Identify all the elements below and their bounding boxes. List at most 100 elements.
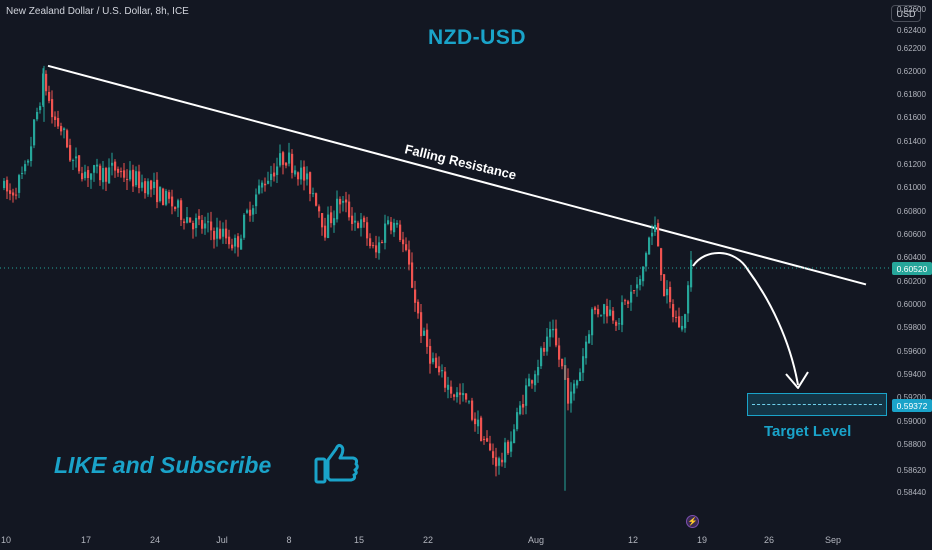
- candle-body: [576, 380, 579, 386]
- candle-body: [495, 457, 498, 467]
- candle-body: [690, 259, 693, 288]
- time-tick: 10: [0, 535, 12, 545]
- candle-body: [672, 304, 675, 318]
- candle-body: [267, 180, 270, 184]
- candle-body: [438, 366, 441, 373]
- candle-body: [30, 146, 33, 161]
- candle-body: [276, 166, 279, 176]
- candle-body: [384, 223, 387, 243]
- candle-body: [297, 172, 300, 180]
- candle-body: [306, 173, 309, 180]
- candle-body: [612, 310, 615, 321]
- candle-body: [432, 358, 435, 363]
- candle-body: [618, 323, 621, 325]
- candle-body: [189, 217, 192, 223]
- candle-body: [414, 289, 417, 303]
- candle-body: [261, 182, 264, 188]
- candle-body: [513, 429, 516, 444]
- candle-body: [270, 173, 273, 180]
- price-tick: 0.62000: [897, 67, 926, 76]
- candle-body: [345, 199, 348, 203]
- target-price-badge: 0.59372: [892, 399, 932, 412]
- candle-body: [447, 384, 450, 390]
- candle-body: [525, 385, 528, 406]
- lightning-icon[interactable]: ⚡: [686, 515, 699, 528]
- candle-body: [102, 168, 105, 183]
- candle-body: [339, 198, 342, 205]
- candle-body: [177, 200, 180, 208]
- candle-body: [372, 245, 375, 247]
- price-tick: 0.61600: [897, 113, 926, 122]
- candle-body: [519, 405, 522, 415]
- candle-body: [633, 290, 636, 292]
- candle-body: [462, 393, 465, 396]
- candle-body: [468, 401, 471, 403]
- candle-body: [594, 307, 597, 310]
- candle-body: [237, 236, 240, 248]
- price-tick: 0.60800: [897, 207, 926, 216]
- candle-body: [624, 300, 627, 302]
- current-price-badge: 0.60520: [892, 262, 932, 275]
- time-tick: 17: [80, 535, 92, 545]
- candle-body: [558, 345, 561, 360]
- candle-body: [123, 170, 126, 178]
- candle-body: [36, 111, 39, 120]
- candle-body: [216, 227, 219, 239]
- candle-body: [399, 224, 402, 240]
- price-axis[interactable]: 0.62600 0.62400 0.62200 0.62000 0.61800 0.616…: [891, 0, 932, 550]
- candle-body: [66, 130, 69, 148]
- candle-body: [198, 215, 201, 220]
- candle-body: [300, 167, 303, 180]
- candle-body: [441, 370, 444, 372]
- candle-body: [534, 374, 537, 386]
- candle-body: [585, 341, 588, 359]
- time-tick: 26: [763, 535, 775, 545]
- candle-body: [108, 167, 111, 184]
- price-tick: 0.60000: [897, 300, 926, 309]
- candle-body: [63, 128, 66, 131]
- candle-body: [663, 274, 666, 297]
- candle-body: [90, 173, 93, 180]
- candle-body: [255, 194, 258, 207]
- candle-body: [219, 228, 222, 239]
- arrow-head-icon: [785, 371, 809, 389]
- candle-body: [369, 238, 372, 247]
- candle-body: [195, 217, 198, 229]
- chart-title: NZD-USD: [428, 26, 526, 49]
- candle-body: [537, 366, 540, 376]
- candle-body: [402, 239, 405, 245]
- candle-body: [396, 222, 399, 225]
- price-tick: 0.60400: [897, 253, 926, 262]
- price-tick: 0.62200: [897, 44, 926, 53]
- candle-body: [678, 316, 681, 328]
- candle-body: [435, 357, 438, 368]
- candle-body: [324, 225, 327, 238]
- candle-body: [393, 222, 396, 233]
- candle-body: [114, 161, 117, 171]
- projection-arrow: [692, 252, 799, 386]
- candle-body: [21, 173, 24, 175]
- candle-body: [549, 329, 552, 338]
- candle-body: [687, 285, 690, 314]
- candle-body: [552, 328, 555, 331]
- candle-body: [378, 242, 381, 254]
- candle-body: [165, 190, 168, 205]
- candle-body: [105, 168, 108, 182]
- price-tick: 0.58440: [897, 488, 926, 497]
- candle-body: [303, 166, 306, 181]
- candle-body: [246, 210, 249, 213]
- price-tick: 0.61800: [897, 90, 926, 99]
- currency-button[interactable]: USD: [891, 5, 921, 22]
- candle-body: [465, 393, 468, 400]
- candle-body: [510, 441, 513, 452]
- candle-body: [381, 242, 384, 244]
- candle-body: [204, 223, 207, 229]
- candle-body: [642, 266, 645, 282]
- candle-body: [192, 222, 195, 230]
- candle-body: [567, 378, 570, 404]
- candle-body: [258, 185, 261, 194]
- candle-body: [87, 170, 90, 178]
- candle-body: [84, 171, 87, 179]
- candle-body: [480, 417, 483, 442]
